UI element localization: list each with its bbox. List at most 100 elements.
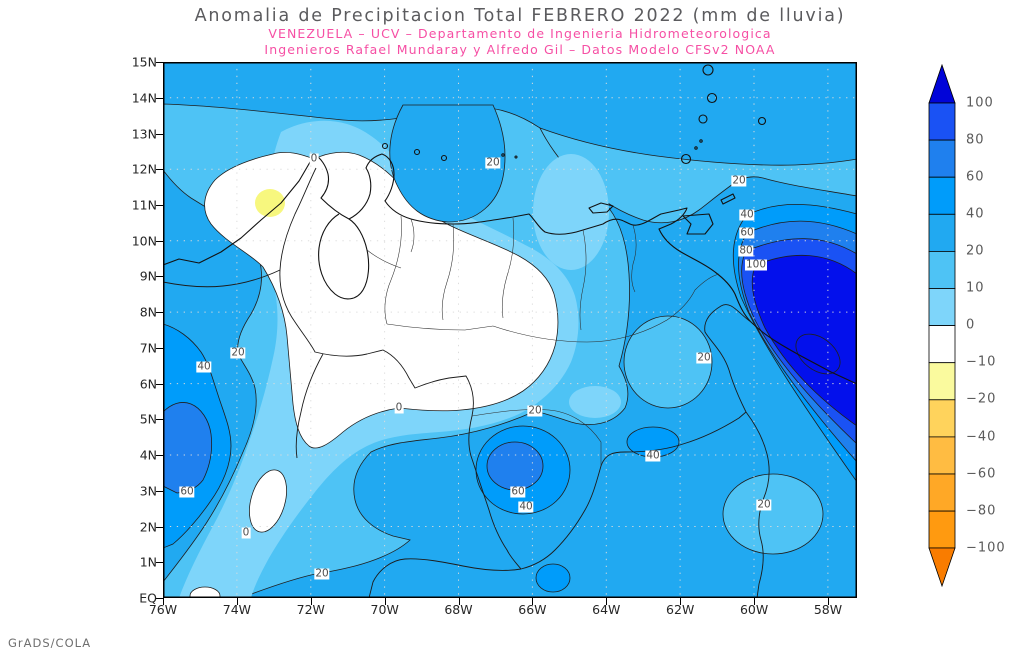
contour-label: 40 <box>518 500 534 513</box>
contour-map-plot: 0 20 20 40 60 80 100 20 40 20 0 20 40 60… <box>163 62 857 598</box>
lat-label: 12N <box>131 161 157 177</box>
colorbar-label: −10 <box>966 354 997 370</box>
fill-20-40-lobe <box>389 104 506 223</box>
aruba-island <box>381 142 389 150</box>
islands <box>381 64 767 235</box>
colorbar-segment <box>928 473 956 512</box>
lon-label: 64W <box>592 602 621 617</box>
fill-10-20-northeast-band <box>539 127 857 224</box>
lat-label: 2N <box>139 519 157 534</box>
contour-label: 0 <box>394 401 404 414</box>
curacao-island <box>413 148 421 156</box>
lat-label: EQ <box>139 590 157 606</box>
subtitle-line-1: VENEZUELA – UCV – Departamento de Ingeni… <box>268 26 772 41</box>
colorbar-segment <box>928 288 956 326</box>
los-roques <box>501 153 505 157</box>
page-title: Anomalia de Precipitacion Total FEBRERO … <box>194 6 846 26</box>
fill-0-10-offshore <box>533 154 609 270</box>
grenada-island <box>680 153 692 165</box>
colorbar-arrow-bottom <box>928 547 956 588</box>
grads-credit: GrADS/COLA <box>8 636 92 650</box>
lat-label: 11N <box>131 197 157 213</box>
contour-label: 60 <box>179 485 195 498</box>
fill-10-20-pocket-southeast <box>722 473 824 555</box>
lat-label: 3N <box>139 483 157 499</box>
fill-gt100-fan-core <box>751 254 857 427</box>
lat-label: 13N <box>131 126 157 141</box>
contour-label: 0 <box>241 526 251 539</box>
fill-40-60-small-south <box>535 563 571 593</box>
state-borders <box>366 215 720 466</box>
border-colombia-brazil <box>368 558 522 598</box>
colorbar-segment <box>928 436 956 475</box>
colorbar-segment <box>928 325 956 364</box>
colorbar-label: −60 <box>966 466 997 482</box>
colorbar-label: 10 <box>966 280 985 296</box>
border-colombia-internal-north <box>163 269 281 288</box>
lon-label: 62W <box>666 602 695 617</box>
contour-label: 60 <box>510 485 526 498</box>
colorbar <box>926 63 960 591</box>
colorbar-segment <box>928 399 956 438</box>
tobago-island <box>720 193 736 205</box>
lon-label: 70W <box>370 602 399 617</box>
contour-label: 20 <box>696 351 712 364</box>
coastline <box>163 153 857 385</box>
colorbar-label: 60 <box>966 169 985 185</box>
lat-label: 15N <box>131 54 157 70</box>
colorbar-label: −20 <box>966 391 997 407</box>
colorbar-label: 80 <box>966 132 985 148</box>
martinique-island <box>702 64 714 76</box>
lat-label: 4N <box>139 447 157 463</box>
lon-label: 68W <box>444 602 473 617</box>
fill-0-10-lens <box>569 386 621 418</box>
colorbar-label: −80 <box>966 503 997 519</box>
contour-label: 20 <box>731 174 747 187</box>
colorbar-segment <box>928 102 956 141</box>
lon-label: 66W <box>518 602 547 617</box>
colorbar-segment <box>928 250 956 289</box>
subtitle-line-2: Ingenieros Rafael Mundaray y Alfredo Gil… <box>264 42 776 57</box>
lon-label: 58W <box>813 602 843 617</box>
grenadines-dot <box>699 139 703 143</box>
trinidad-island <box>682 213 714 235</box>
lat-label: 6N <box>139 376 157 392</box>
border-venezuela-guyana <box>704 304 752 413</box>
colorbar-label: −40 <box>966 429 997 445</box>
colorbar-segment <box>928 139 956 178</box>
colorbar-label: 100 <box>966 95 994 111</box>
contour-label: 40 <box>196 360 212 373</box>
colorbar-label: −100 <box>966 540 1006 556</box>
contour-label: 20 <box>230 346 246 359</box>
fill-white-spot-bottom <box>189 586 221 598</box>
country-borders <box>163 167 770 598</box>
contour-label: 20 <box>756 498 772 511</box>
contour-inner-fan <box>795 333 841 375</box>
colorbar-label: 40 <box>966 206 985 222</box>
lat-label: 8N <box>139 304 157 320</box>
contour-label: 100 <box>744 258 768 271</box>
contour-label: 0 <box>309 152 319 165</box>
margarita-island <box>588 202 614 214</box>
colorbar-segment <box>928 510 956 549</box>
colorbar-label: 0 <box>966 317 976 333</box>
lat-label: 14N <box>131 90 157 106</box>
contour-label: 20 <box>527 404 543 417</box>
contour-label: 60 <box>739 226 755 239</box>
st-vincent-island <box>698 114 708 124</box>
lat-label: 1N <box>139 554 157 570</box>
colorbar-label: 20 <box>966 243 985 259</box>
fill-yellow-negative-cell <box>255 189 285 217</box>
colorbar-segment <box>928 362 956 401</box>
lat-label: 5N <box>139 411 157 427</box>
contour-label: 40 <box>645 449 661 462</box>
lon-label: 72W <box>296 602 325 617</box>
colorbar-segment <box>928 213 956 252</box>
barbados-island <box>757 116 767 126</box>
lake-maracaibo <box>318 213 370 300</box>
bonaire-island <box>440 154 448 162</box>
border-colombia-internal-south <box>295 353 324 459</box>
colorbar-svg <box>928 63 956 588</box>
st-lucia-island <box>706 92 718 104</box>
